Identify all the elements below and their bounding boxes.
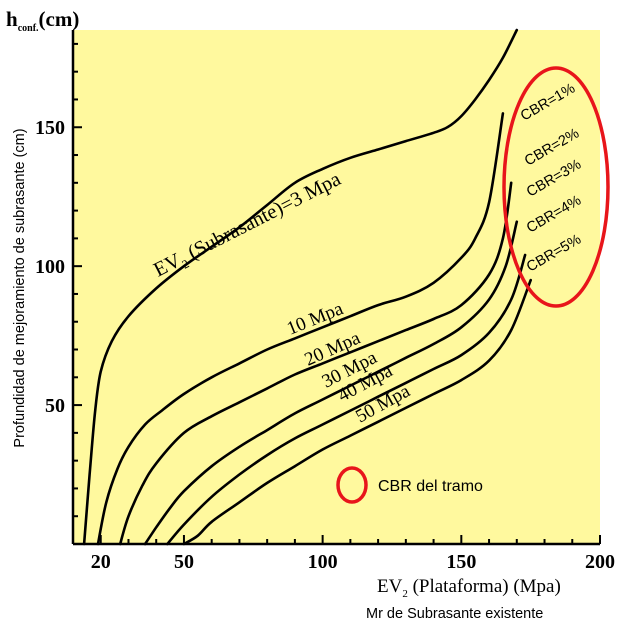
series-line-1 — [96, 112, 505, 546]
cbr-highlight-ellipse — [502, 66, 610, 308]
y-tick-label: 100 — [35, 256, 65, 278]
legend-marker — [336, 466, 368, 504]
y-tick-label: 50 — [45, 395, 65, 417]
x-axis-title: EV2 (Plataforma) (Mpa) — [377, 576, 561, 600]
x-tick-label: 200 — [585, 551, 615, 573]
series-line-0 — [82, 28, 519, 546]
series-line-3 — [143, 220, 519, 546]
x-tick-label: 50 — [174, 551, 194, 573]
x-ticks: 20 50 100 150 200 — [91, 535, 615, 573]
x-tick-label: 20 — [91, 551, 111, 573]
y-ticks: 50 100 150 — [35, 42, 82, 518]
series-line-2 — [118, 181, 513, 546]
series-line-4 — [166, 253, 527, 546]
y-axis-label: Profundidad de mejoramiento de subrasant… — [12, 128, 28, 447]
y-tick-label: 150 — [35, 117, 65, 139]
x-axis-subtitle: Mr de Subrasante existente — [366, 606, 543, 622]
y-axis-title: hconf.(cm) — [6, 7, 79, 34]
legend-text: CBR del tramo — [378, 478, 483, 495]
series-line-5 — [182, 278, 532, 546]
series-layer — [82, 28, 532, 546]
x-tick-label: 100 — [308, 551, 338, 573]
x-tick-label: 150 — [446, 551, 476, 573]
